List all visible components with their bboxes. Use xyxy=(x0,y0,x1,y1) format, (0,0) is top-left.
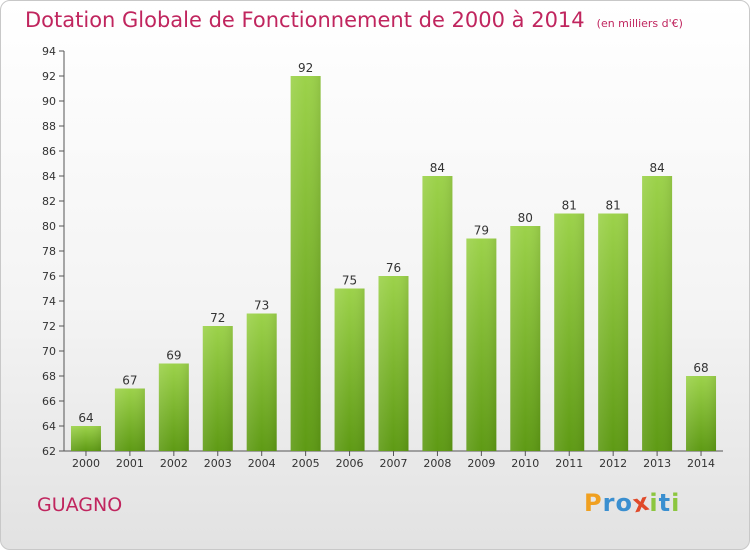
bar-shine xyxy=(334,288,365,451)
x-tick-label: 2012 xyxy=(599,457,627,470)
bar-shine xyxy=(510,226,541,451)
bar-shine xyxy=(158,363,189,451)
data-label: 64 xyxy=(78,411,93,425)
y-tick-label: 90 xyxy=(42,95,56,108)
y-tick-label: 70 xyxy=(42,345,56,358)
x-tick-label: 2005 xyxy=(292,457,320,470)
data-label: 81 xyxy=(606,199,621,213)
y-tick-label: 80 xyxy=(42,220,56,233)
data-label: 84 xyxy=(430,161,445,175)
y-tick-label: 86 xyxy=(42,145,56,158)
y-tick-label: 92 xyxy=(42,70,56,83)
logo-letter: i xyxy=(671,489,681,517)
data-label: 75 xyxy=(342,274,357,288)
x-tick-label: 2003 xyxy=(204,457,232,470)
title-row: Dotation Globale de Fonctionnement de 20… xyxy=(25,8,683,32)
x-tick-label: 2007 xyxy=(380,457,408,470)
data-label: 76 xyxy=(386,261,401,275)
bar-shine xyxy=(202,326,233,451)
x-tick-label: 2002 xyxy=(160,457,188,470)
data-label: 80 xyxy=(518,211,533,225)
bar-shine xyxy=(598,213,629,451)
y-tick-label: 94 xyxy=(42,45,56,58)
data-label: 84 xyxy=(649,161,664,175)
x-tick-label: 2014 xyxy=(687,457,715,470)
y-tick-label: 82 xyxy=(42,195,56,208)
y-tick-label: 66 xyxy=(42,395,56,408)
bar-shine xyxy=(246,313,277,451)
bar-shine xyxy=(378,276,409,451)
y-tick-label: 84 xyxy=(42,170,56,183)
x-tick-label: 2008 xyxy=(423,457,451,470)
y-tick-label: 74 xyxy=(42,295,56,308)
bar-shine xyxy=(114,388,145,451)
x-tick-label: 2006 xyxy=(336,457,364,470)
bar-shine xyxy=(686,376,717,451)
y-tick-label: 76 xyxy=(42,270,56,283)
bar-shine xyxy=(466,238,497,451)
bars xyxy=(70,76,717,451)
y-tick-label: 88 xyxy=(42,120,56,133)
bar-shine xyxy=(70,426,101,451)
y-tick-label: 78 xyxy=(42,245,56,258)
logo-letter: r xyxy=(602,489,616,517)
x-tick-label: 2001 xyxy=(116,457,144,470)
logo-letter: o xyxy=(615,489,633,517)
x-tick-label: 2000 xyxy=(72,457,100,470)
x-tick-label: 2004 xyxy=(248,457,276,470)
bar-shine xyxy=(422,176,453,451)
logo-letter: i xyxy=(649,489,659,517)
data-label: 92 xyxy=(298,61,313,75)
data-label: 73 xyxy=(254,299,269,313)
axes: 62 64 66 68 70 72 74 76 78 80 82 84 86 88 90 92 94 2000 20… xyxy=(42,45,723,470)
y-tick-label: 72 xyxy=(42,320,56,333)
data-label: 68 xyxy=(693,361,708,375)
logo-letter: P xyxy=(584,489,603,517)
proxiti-logo: Proxiti xyxy=(584,488,681,519)
x-tick-label: 2010 xyxy=(511,457,539,470)
y-tick-label: 68 xyxy=(42,370,56,383)
commune-name: GUAGNO xyxy=(37,494,123,516)
bar-shine xyxy=(642,176,673,451)
chart-title: Dotation Globale de Fonctionnement de 20… xyxy=(25,8,585,32)
bar-shine xyxy=(290,76,321,451)
x-tick-label: 2013 xyxy=(643,457,671,470)
bar-shine xyxy=(554,213,585,451)
x-tick-label: 2009 xyxy=(467,457,495,470)
value-labels: 64 67 69 72 73 92 75 76 84 79 80 81 81 84 68 xyxy=(78,61,708,425)
data-label: 79 xyxy=(474,224,489,238)
data-label: 67 xyxy=(122,374,137,388)
x-tick-label: 2011 xyxy=(555,457,583,470)
data-label: 69 xyxy=(166,349,181,363)
y-tick-label: 64 xyxy=(42,420,56,433)
chart-subtitle: (en milliers d'€) xyxy=(596,17,683,30)
logo-letter: t xyxy=(658,489,672,517)
data-label: 81 xyxy=(562,199,577,213)
y-tick-label: 62 xyxy=(42,445,56,458)
data-label: 72 xyxy=(210,311,225,325)
